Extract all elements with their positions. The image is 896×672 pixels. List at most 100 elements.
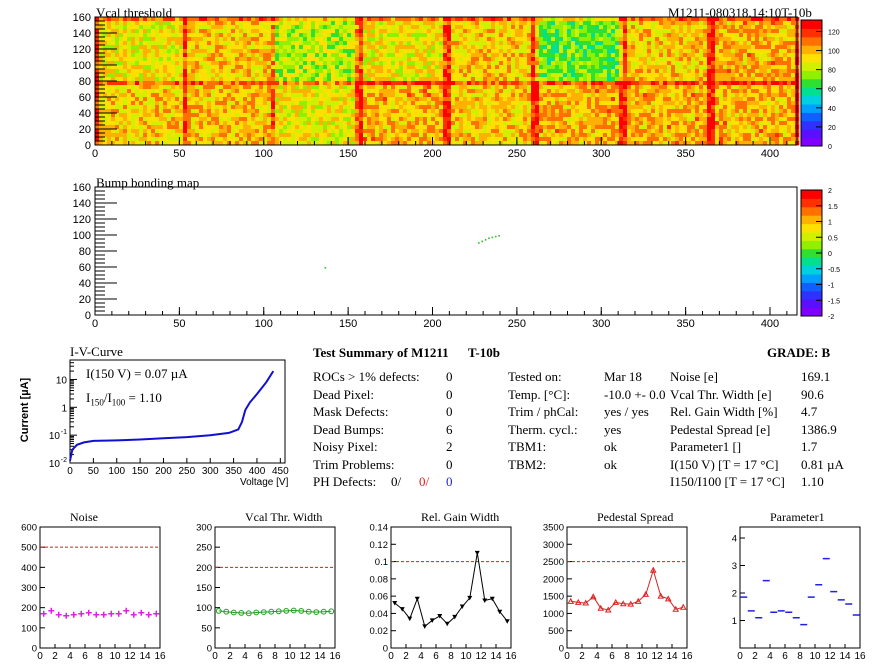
heat-cell <box>371 69 376 74</box>
heat-cell <box>767 17 772 22</box>
heat-cell <box>443 85 448 90</box>
heat-cell <box>579 89 584 94</box>
heat-cell <box>175 53 180 58</box>
heat-cell <box>219 117 224 122</box>
heat-cell <box>171 125 176 130</box>
heat-cell <box>371 17 376 22</box>
heat-cell <box>547 33 552 38</box>
heat-cell <box>331 101 336 106</box>
heat-cell <box>607 113 612 118</box>
heat-cell <box>787 69 792 74</box>
heat-cell <box>783 105 788 110</box>
heat-cell <box>775 109 780 114</box>
heat-cell <box>463 33 468 38</box>
heat-cell <box>99 65 104 70</box>
heat-cell <box>479 65 484 70</box>
heat-cell <box>111 101 116 106</box>
heat-cell <box>163 117 168 122</box>
heat-cell <box>783 21 788 26</box>
heat-cell <box>347 117 352 122</box>
heat-cell <box>703 25 708 30</box>
heat-cell <box>659 101 664 106</box>
heat-cell <box>179 125 184 130</box>
heat-cell <box>639 113 644 118</box>
heat-cell <box>223 97 228 102</box>
heat-cell <box>687 21 692 26</box>
heat-cell <box>411 109 416 114</box>
heat-cell <box>99 77 104 82</box>
heat-cell <box>103 85 108 90</box>
heat-cell <box>775 49 780 54</box>
heat-cell <box>307 69 312 74</box>
heat-cell <box>487 121 492 126</box>
heat-cell <box>579 109 584 114</box>
heat-cell <box>755 61 760 66</box>
heat-cell <box>571 85 576 90</box>
heat-cell <box>163 53 168 58</box>
heat-cell <box>755 37 760 42</box>
heat-cell <box>427 113 432 118</box>
heat-cell <box>287 81 292 86</box>
heat-cell <box>699 89 704 94</box>
heat-cell <box>207 73 212 78</box>
heat-cell <box>679 41 684 46</box>
heat-cell <box>571 101 576 106</box>
heat-cell <box>447 25 452 30</box>
heat-cell <box>671 125 676 130</box>
heat-cell <box>223 129 228 134</box>
heat-cell <box>311 97 316 102</box>
heat-cell <box>539 73 544 78</box>
heat-cell <box>447 29 452 34</box>
heat-cell <box>619 65 624 70</box>
heat-cell <box>311 41 316 46</box>
heat-cell <box>107 89 112 94</box>
heat-cell <box>599 109 604 114</box>
heat-cell <box>535 97 540 102</box>
heat-cell <box>727 117 732 122</box>
heat-cell <box>135 81 140 86</box>
heat-cell <box>711 29 716 34</box>
heat-cell <box>771 69 776 74</box>
heat-cell <box>507 29 512 34</box>
heat-cell <box>711 69 716 74</box>
heat-cell <box>643 101 648 106</box>
heat-cell <box>259 49 264 54</box>
heat-cell <box>291 61 296 66</box>
heat-cell <box>543 17 548 22</box>
heat-cell <box>495 49 500 54</box>
heat-cell <box>327 41 332 46</box>
heat-cell <box>439 49 444 54</box>
heat-cell <box>751 105 756 110</box>
heat-cell <box>775 33 780 38</box>
heat-cell <box>595 33 600 38</box>
heat-cell <box>603 101 608 106</box>
heat-cell <box>739 109 744 114</box>
heat-cell <box>335 45 340 50</box>
heat-cell <box>727 105 732 110</box>
heat-cell <box>635 29 640 34</box>
heat-cell <box>107 125 112 130</box>
heat-cell <box>651 85 656 90</box>
heat-cell <box>251 29 256 34</box>
heat-cell <box>367 117 372 122</box>
heat-cell <box>443 49 448 54</box>
heat-cell <box>499 89 504 94</box>
heat-cell <box>723 33 728 38</box>
heat-cell <box>767 61 772 66</box>
heat-cell <box>383 21 388 26</box>
heat-cell <box>771 33 776 38</box>
heat-cell <box>275 45 280 50</box>
heat-cell <box>287 105 292 110</box>
heat-cell <box>495 93 500 98</box>
heat-cell <box>375 81 380 86</box>
heat-cell <box>207 49 212 54</box>
heat-cell <box>615 45 620 50</box>
heat-cell <box>691 113 696 118</box>
heat-cell <box>679 69 684 74</box>
heat-cell <box>215 29 220 34</box>
heat-cell <box>99 29 104 34</box>
heat-cell <box>375 85 380 90</box>
heat-cell <box>491 93 496 98</box>
heat-cell <box>399 45 404 50</box>
heat-cell <box>527 49 532 54</box>
